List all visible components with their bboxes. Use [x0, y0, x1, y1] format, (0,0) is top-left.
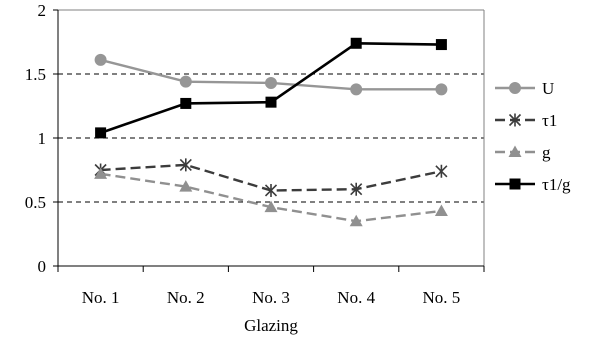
data-point [350, 83, 363, 96]
legend-swatch-marker [509, 178, 521, 190]
y-tick-label: 1.5 [25, 65, 46, 84]
data-point [435, 164, 448, 178]
legend-item: g [495, 143, 551, 162]
legend-swatch-marker [509, 82, 521, 94]
data-point [435, 39, 447, 51]
data-point [434, 204, 448, 216]
data-point [349, 214, 363, 227]
legend-item: U [495, 79, 554, 98]
legend-label: τ1 [542, 111, 557, 130]
x-tick-label: No. 3 [252, 288, 290, 307]
data-point [94, 53, 107, 66]
x-axis-title: Glazing [244, 316, 298, 335]
y-tick-labels: 0 0.5 1 1.5 2 [25, 1, 58, 276]
series-group [94, 37, 448, 227]
series-1 [94, 158, 448, 197]
legend-swatch-marker [508, 145, 522, 157]
y-tick-label: 1 [38, 129, 47, 148]
series-2 [94, 167, 448, 227]
legend-label: U [542, 79, 554, 98]
legend-item: τ1 [495, 111, 557, 130]
legend-swatch-marker [508, 113, 522, 127]
data-point [264, 200, 278, 213]
legend-label: τ1/g [542, 175, 571, 194]
x-tick-label: No. 4 [337, 288, 375, 307]
y-tick-label: 0.5 [25, 193, 46, 212]
x-tick-label: No. 5 [423, 288, 461, 307]
legend-item: τ1/g [495, 175, 571, 194]
data-point [435, 83, 448, 96]
legend-label: g [542, 143, 551, 162]
data-point [264, 183, 278, 197]
data-point [350, 182, 363, 196]
grid-lines [58, 9, 485, 266]
x-tick-label: No. 2 [167, 288, 205, 307]
data-point [94, 167, 108, 179]
x-tick-label: No. 1 [82, 288, 120, 307]
y-tick-label: 0 [38, 257, 47, 276]
x-tick-labels: No. 1 No. 2 No. 3 No. 4 No. 5 [57, 266, 485, 307]
y-tick-label: 2 [38, 1, 47, 20]
series-3 [95, 37, 447, 139]
data-point [265, 76, 277, 89]
data-point [350, 37, 362, 49]
data-point [265, 96, 277, 108]
data-point [95, 127, 107, 139]
data-point [179, 158, 192, 172]
series-0 [94, 53, 448, 96]
data-point [180, 97, 192, 109]
data-point [179, 180, 193, 192]
data-point [179, 75, 192, 88]
legend: Uτ1 g τ1/g [495, 79, 571, 194]
